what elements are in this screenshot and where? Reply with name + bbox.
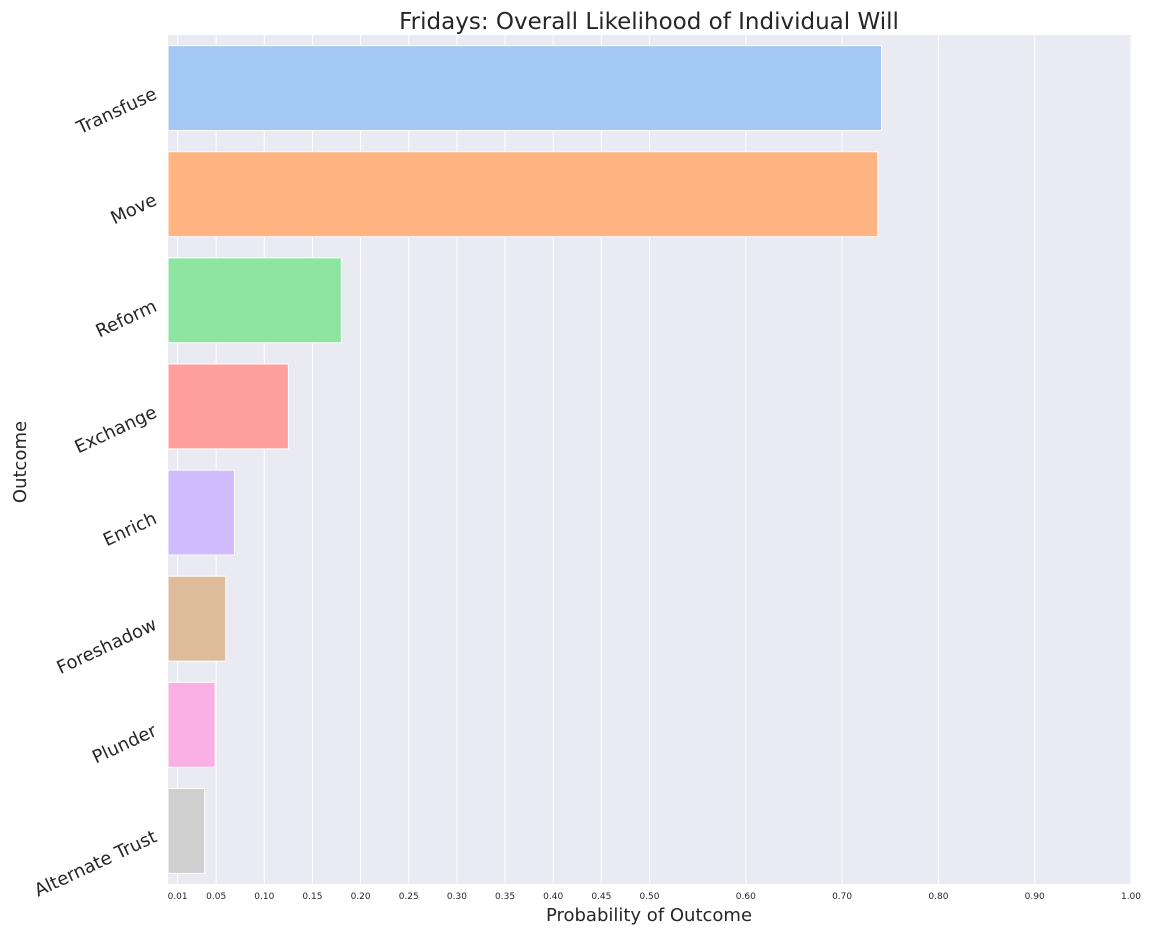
x-tick-label: 0.20 — [351, 892, 371, 902]
x-tick-label: 0.60 — [736, 892, 756, 902]
x-tick-label: 0.90 — [1025, 892, 1045, 902]
x-tick-label: 0.25 — [399, 892, 419, 902]
x-tick-label: 0.30 — [447, 892, 467, 902]
y-tick-label: Foreshadow — [54, 614, 161, 679]
x-axis-label: Probability of Outcome — [546, 905, 752, 926]
x-tick-label: 1.00 — [1121, 892, 1141, 902]
y-tick-label: Enrich — [100, 508, 160, 551]
x-tick-labels: 0.01 0.05 0.10 0.15 0.20 0.25 0.30 0.35 0.40 0.45… — [168, 892, 1142, 902]
y-tick-label: Plunder — [89, 720, 161, 768]
x-tick-label: 0.45 — [591, 892, 611, 902]
bar-alternate-trust — [167, 787, 206, 874]
bar-foreshadow — [167, 575, 227, 662]
bar-reform — [167, 257, 342, 344]
x-tick-label: 0.01 — [168, 892, 188, 902]
bar-exchange — [167, 363, 289, 450]
y-tick-label: Transfuse — [73, 84, 161, 140]
y-tick-label: Move — [107, 190, 160, 229]
x-tick-label: 0.70 — [832, 892, 852, 902]
bar-enrich — [167, 469, 235, 556]
y-tick-label: Reform — [93, 296, 161, 342]
x-tick-label: 0.50 — [639, 892, 659, 902]
x-tick-label: 0.80 — [928, 892, 948, 902]
y-axis-label: Outcome — [10, 421, 31, 503]
x-tick-label: 0.15 — [302, 892, 322, 902]
y-tick-label: Alternate Trust — [31, 826, 160, 901]
x-tick-label: 0.40 — [543, 892, 563, 902]
x-tick-label: 0.05 — [206, 892, 226, 902]
bar-transfuse — [167, 45, 883, 132]
x-tick-label: 0.10 — [254, 892, 274, 902]
y-tick-labels: Transfuse Move Reform Exchange Enrich Foresha… — [31, 84, 160, 902]
bars — [167, 45, 883, 874]
y-tick-label: Exchange — [72, 402, 161, 458]
chart-title: Fridays: Overall Likelihood of Individua… — [399, 9, 899, 35]
bar-plunder — [167, 681, 216, 768]
bar-move — [167, 151, 879, 238]
x-tick-label: 0.35 — [495, 892, 515, 902]
